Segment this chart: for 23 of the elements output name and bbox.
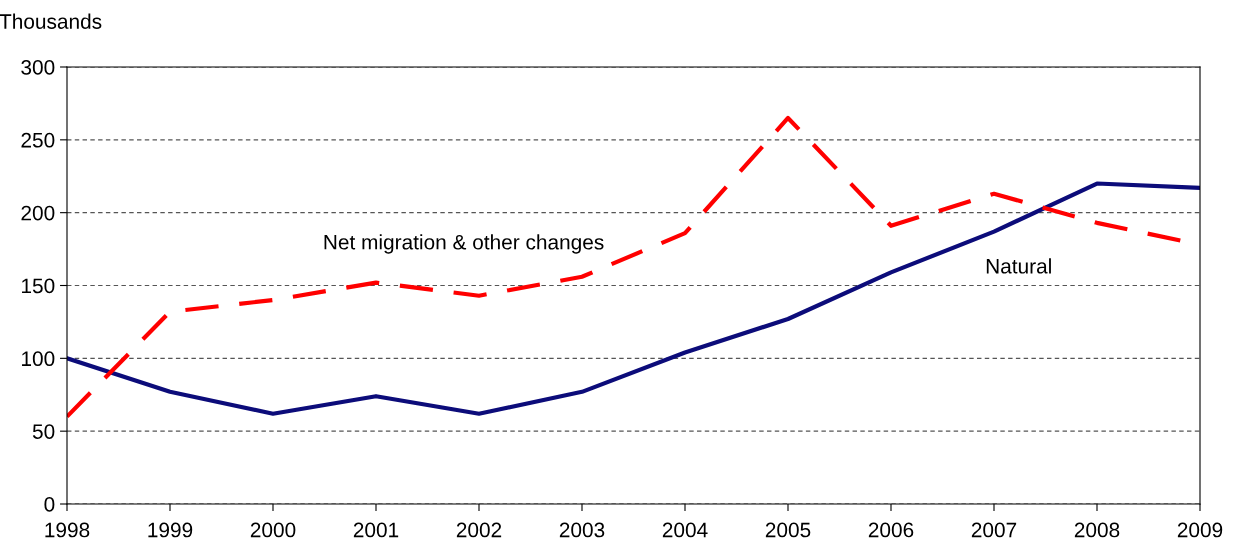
x-tick-label: 2002 <box>456 522 502 538</box>
x-tick-label: 2003 <box>559 522 605 538</box>
x-tick-label: 2007 <box>971 522 1017 538</box>
x-tick-label: 2004 <box>662 522 708 538</box>
x-tick-label: 2008 <box>1074 522 1120 538</box>
y-tick-label: 200 <box>21 205 55 221</box>
y-tick-label: 100 <box>22 351 55 367</box>
y-tick-label: 50 <box>32 424 55 439</box>
x-tick-label: 2001 <box>353 522 399 538</box>
x-tick-label: 1998 <box>45 522 90 538</box>
x-tick-label: 1999 <box>148 522 193 538</box>
y-tick-label: 300 <box>21 60 55 75</box>
series-label: Natural <box>986 258 1051 274</box>
y-tick-label: 150 <box>22 278 55 294</box>
x-tick-label: 2006 <box>868 522 914 538</box>
y-tick-label: 250 <box>21 132 55 148</box>
x-tick-label: 2005 <box>765 522 811 538</box>
x-tick-label: 2009 <box>1177 522 1223 538</box>
line-series <box>67 181 1200 416</box>
x-tick-label: 2000 <box>250 522 296 538</box>
y-tick-label: 0 <box>44 497 55 512</box>
y-axis-title: Thousands <box>0 13 102 29</box>
series-label: Net migration & other changes <box>324 234 604 254</box>
